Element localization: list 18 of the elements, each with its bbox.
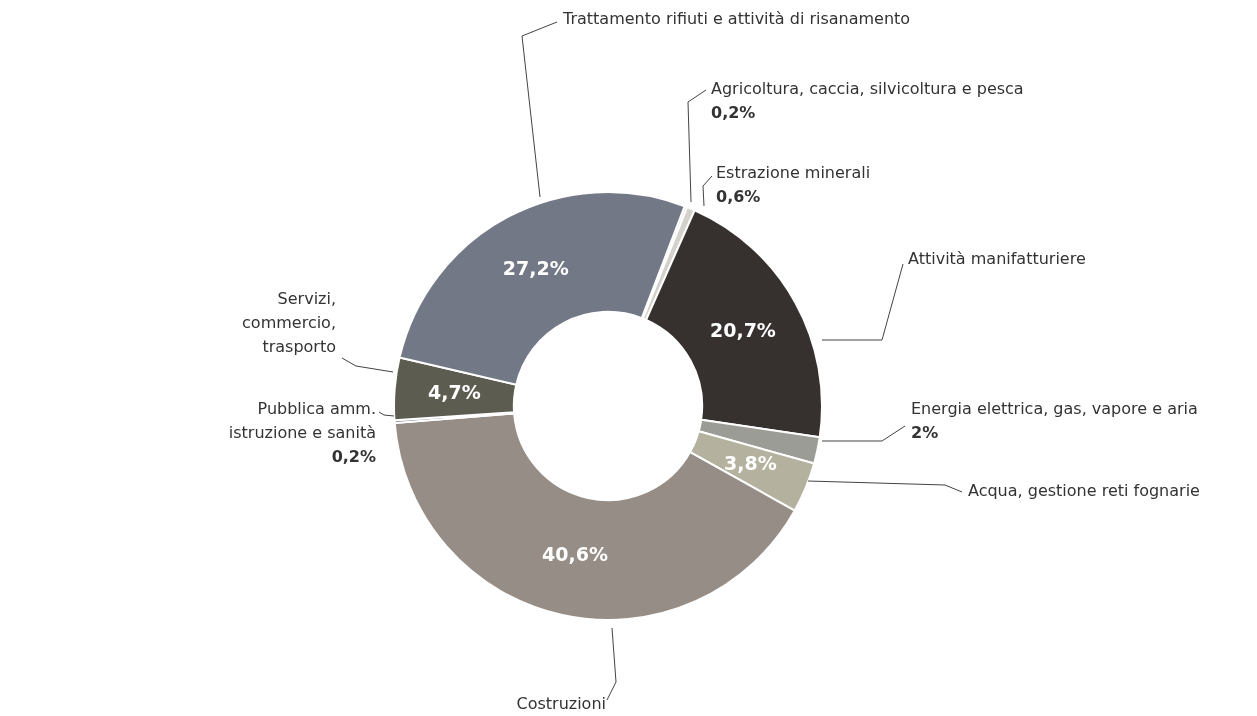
data-label: 2% (911, 423, 939, 443)
data-label: 0,2% (711, 103, 756, 123)
slice-label: Acqua, gestione reti fognarie (968, 481, 1200, 501)
slice-label: Agricoltura, caccia, silvicoltura e pesca (711, 79, 1024, 99)
data-label: 20,7% (709, 318, 776, 341)
data-label: 40,6% (542, 543, 608, 566)
slice-label: Costruzioni (516, 694, 606, 714)
slice-label: Pubblica amm. istruzione e sanità (228, 399, 376, 443)
data-label: 0,2% (331, 447, 376, 467)
slice-label: Energia elettrica, gas, vapore e aria (911, 399, 1198, 419)
data-label: 3,8% (724, 451, 777, 474)
slice-label: Trattamento rifiuti e attività di risanamento (562, 9, 911, 29)
data-label: 4,7% (428, 380, 481, 403)
slice-label: Servizi, commercio, trasporto (242, 289, 336, 357)
data-label: 0,6% (716, 187, 761, 207)
slice-label: Attività manifatturiere (908, 249, 1086, 269)
data-label: 27,2% (502, 256, 569, 279)
slice-label: Estrazione minerali (716, 163, 871, 183)
